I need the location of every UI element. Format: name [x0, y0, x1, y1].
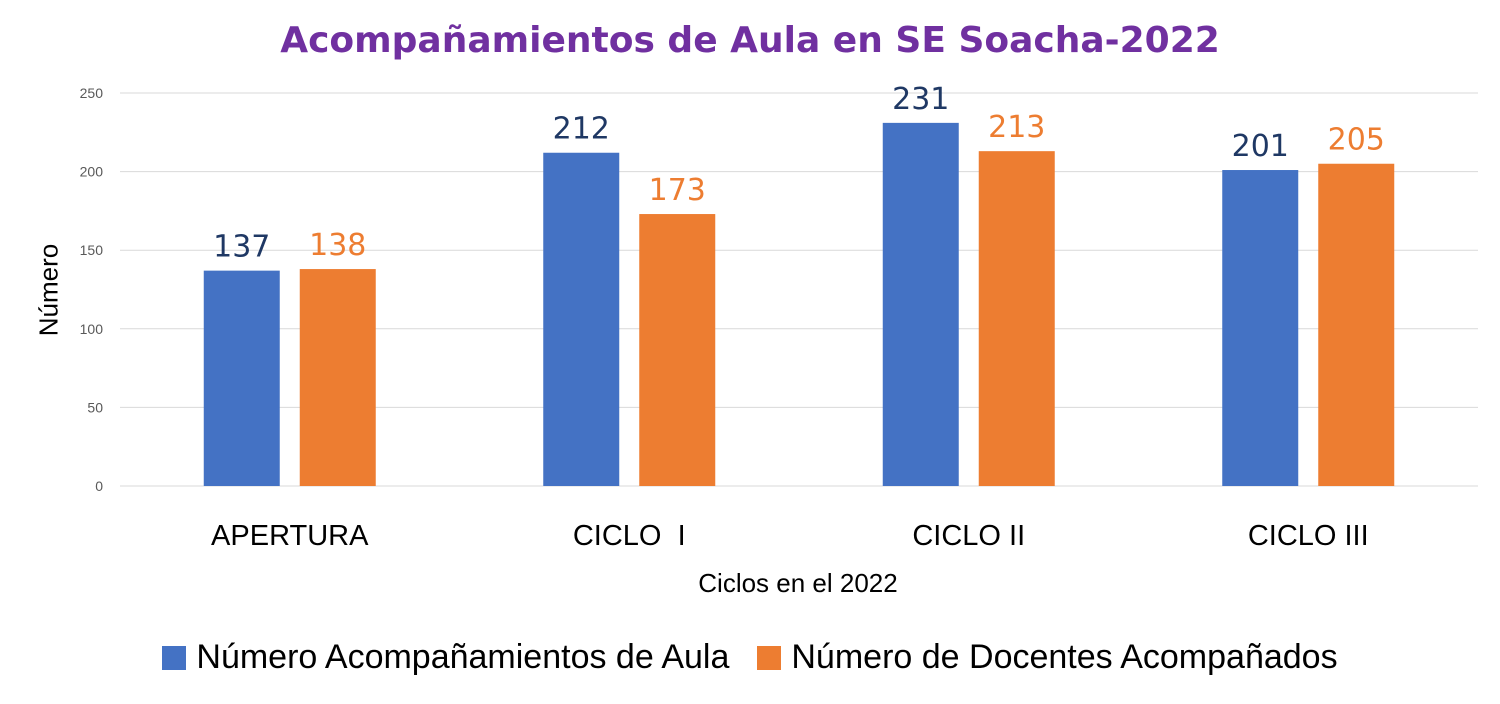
y-tick-label: 150 [80, 242, 104, 258]
bar [1318, 163, 1395, 487]
chart-title: Acompañamientos de Aula en SE Soacha-202… [280, 20, 1220, 61]
y-tick-label: 200 [80, 164, 104, 180]
y-tick-label: 250 [80, 85, 104, 101]
bar [639, 214, 716, 486]
data-label: 205 [1328, 123, 1385, 158]
y-tick-label: 0 [95, 478, 103, 494]
y-tick-label: 50 [87, 399, 103, 415]
legend-swatch-series-1 [162, 645, 187, 670]
legend: Número Acompañamientos de Aula Número de… [0, 638, 1500, 677]
x-tick-label: CICLO I [573, 520, 686, 552]
bar [882, 122, 959, 487]
x-tick-label: APERTURA [211, 520, 369, 552]
y-tick-label: 100 [80, 321, 104, 337]
x-axis-label: Ciclos en el 2022 [698, 568, 898, 598]
bar [299, 269, 376, 486]
data-label: 137 [213, 230, 270, 265]
bar [1222, 170, 1299, 486]
x-tick-label: CICLO II [912, 520, 1025, 552]
bar [978, 151, 1055, 486]
data-label: 212 [553, 112, 610, 147]
data-label: 213 [988, 110, 1045, 145]
data-label: 138 [309, 228, 366, 263]
data-label: 231 [892, 82, 949, 117]
legend-swatch-series-2 [757, 645, 782, 670]
bar [203, 270, 280, 486]
legend-label-series-1: Número Acompañamientos de Aula [196, 638, 730, 676]
y-axis-label: Número [33, 243, 64, 337]
data-label: 173 [649, 173, 706, 208]
x-tick-label: CICLO III [1248, 520, 1369, 552]
data-label: 201 [1232, 129, 1289, 164]
bar [543, 152, 620, 486]
legend-item-series-2: Número de Docentes Acompañados [757, 638, 1338, 677]
legend-label-series-2: Número de Docentes Acompañados [791, 638, 1338, 676]
legend-item-series-1: Número Acompañamientos de Aula [162, 638, 729, 677]
